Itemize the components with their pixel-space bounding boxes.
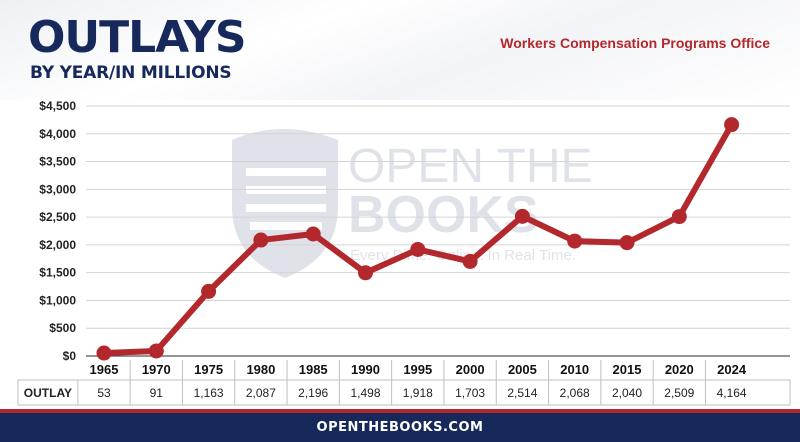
y-tick-label: $3,500 [39, 155, 76, 169]
data-point [358, 265, 373, 281]
data-point [148, 343, 164, 359]
table-cell-value: 1,498 [350, 386, 380, 400]
watermark-line1: OPEN THE [348, 140, 593, 193]
table-cell-value: 2,509 [664, 386, 694, 400]
table-cell-value: 1,918 [403, 386, 433, 400]
data-point [462, 253, 478, 269]
x-axis-tick-labels: 1965 1970 1975 1980 1985 1990 1995 2000 2005 2010… [90, 362, 747, 377]
data-table: OUTLAY 53 91 1,163 2,087 2,196 1,498 1,918 1,703… [17, 360, 791, 406]
chart-subtitle: BY YEAR/IN MILLIONS [30, 63, 232, 83]
x-tick-label: 1970 [142, 362, 171, 377]
y-axis-tick-labels: $0 $500 $1,000 $1,500 $2,000 $2,500 $3,000 $3,5… [39, 99, 76, 363]
data-point [410, 241, 426, 257]
x-tick-label: 2000 [456, 362, 485, 377]
table-cell-value: 4,164 [717, 386, 747, 400]
x-tick-label: 1990 [351, 362, 380, 377]
y-tick-label: $2,500 [39, 210, 76, 224]
x-tick-label: 2015 [613, 362, 642, 377]
chart-title: OUTLAYS [28, 12, 247, 63]
data-point [567, 233, 583, 249]
x-tick-label: 2024 [717, 362, 747, 377]
table-cell-value: 2,040 [612, 386, 642, 400]
data-point [305, 226, 321, 242]
x-tick-label: 2010 [560, 362, 589, 377]
line-chart: OPEN THE BOOKS Every Dime. Online. In Re… [17, 99, 791, 406]
table-cell-value: 91 [150, 386, 164, 400]
watermark-shield-stripes [246, 168, 326, 230]
series-outlay [96, 117, 740, 361]
x-tick-label: 1965 [90, 362, 119, 377]
x-tick-label: 1985 [299, 362, 328, 377]
table-cell-value: 2,087 [246, 386, 276, 400]
header-background [0, 0, 800, 100]
x-tick-label: 1980 [246, 362, 275, 377]
footer-bar: OPENTHEBOOKS.COM [0, 409, 800, 442]
x-tick-label: 2005 [508, 362, 537, 377]
data-point [514, 208, 530, 224]
table-cell-value: 1,163 [194, 386, 224, 400]
y-tick-label: $1,500 [39, 266, 76, 280]
agency-name: Workers Compensation Programs Office [500, 35, 770, 51]
data-point [96, 345, 112, 361]
data-point [619, 235, 635, 251]
table-cell-value: 1,703 [455, 386, 485, 400]
x-tick-label: 1975 [194, 362, 223, 377]
table-row [17, 379, 791, 406]
table-cell-value: 2,514 [507, 386, 537, 400]
y-tick-label: $500 [49, 321, 76, 335]
footer-url[interactable]: OPENTHEBOOKS.COM [316, 420, 484, 435]
y-tick-label: $1,000 [39, 293, 76, 307]
table-cell-value: 53 [97, 386, 111, 400]
data-point [724, 117, 740, 133]
data-point [201, 283, 217, 299]
x-tick-label: 2020 [665, 362, 694, 377]
y-tick-label: $4,000 [39, 127, 76, 141]
table-cell-value: 2,196 [298, 386, 328, 400]
table-row-label: OUTLAY [24, 386, 72, 400]
y-tick-label: $0 [63, 349, 77, 363]
x-tick-label: 1995 [403, 362, 432, 377]
watermark-logo: OPEN THE BOOKS Every Dime. Online. In Re… [232, 129, 593, 278]
table-cell-value: 2,068 [560, 386, 590, 400]
data-point [253, 232, 269, 248]
data-point [671, 209, 687, 225]
y-tick-label: $2,000 [39, 238, 76, 252]
y-tick-label: $3,000 [39, 182, 76, 196]
watermark-line2: BOOKS [348, 186, 539, 244]
y-tick-label: $4,500 [39, 99, 76, 113]
